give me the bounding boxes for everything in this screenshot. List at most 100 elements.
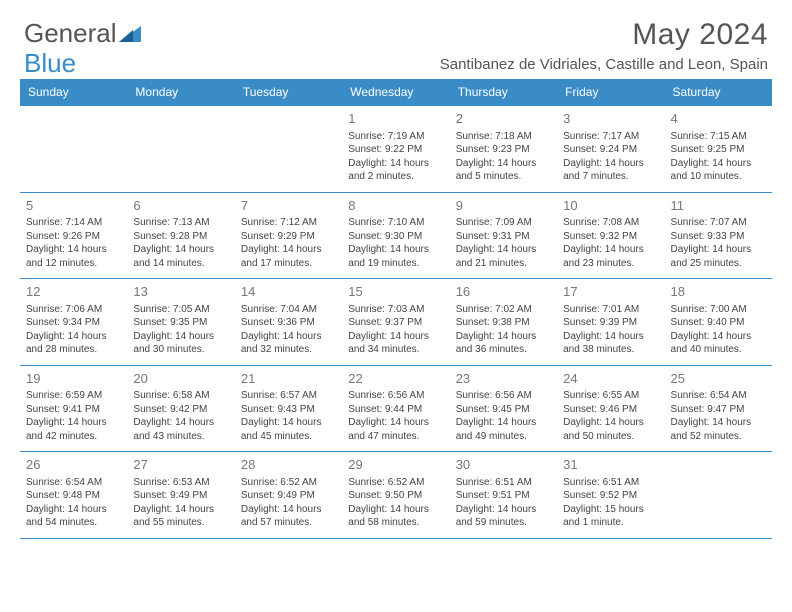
day-info-line: and 23 minutes. (563, 257, 658, 271)
calendar-cell: 5Sunrise: 7:14 AMSunset: 9:26 PMDaylight… (20, 192, 127, 279)
day-info-line: Daylight: 14 hours (26, 330, 121, 344)
day-info-line: Daylight: 14 hours (456, 243, 551, 257)
day-info-line: Sunset: 9:44 PM (348, 403, 443, 417)
day-info-line: Daylight: 15 hours (563, 503, 658, 517)
day-info-line: Sunset: 9:29 PM (241, 230, 336, 244)
day-info-line: and 21 minutes. (456, 257, 551, 271)
day-info-line: and 42 minutes. (26, 430, 121, 444)
day-info-line: Sunset: 9:45 PM (456, 403, 551, 417)
day-info-line: Sunset: 9:51 PM (456, 489, 551, 503)
day-number: 6 (133, 197, 228, 215)
day-info: Sunrise: 7:13 AMSunset: 9:28 PMDaylight:… (133, 216, 228, 270)
day-info-line: and 52 minutes. (671, 430, 766, 444)
day-info-line: Sunset: 9:48 PM (26, 489, 121, 503)
day-info: Sunrise: 7:07 AMSunset: 9:33 PMDaylight:… (671, 216, 766, 270)
calendar-cell: 21Sunrise: 6:57 AMSunset: 9:43 PMDayligh… (235, 365, 342, 452)
day-number: 16 (456, 283, 551, 301)
calendar-cell: 17Sunrise: 7:01 AMSunset: 9:39 PMDayligh… (557, 279, 664, 366)
day-info-line: Sunrise: 6:51 AM (563, 476, 658, 490)
day-info-line: Sunset: 9:25 PM (671, 143, 766, 157)
day-info-line: and 36 minutes. (456, 343, 551, 357)
logo-text-general: General (24, 18, 117, 49)
day-number: 3 (563, 110, 658, 128)
day-info: Sunrise: 7:19 AMSunset: 9:22 PMDaylight:… (348, 130, 443, 184)
day-info: Sunrise: 6:51 AMSunset: 9:51 PMDaylight:… (456, 476, 551, 530)
calendar-row: 19Sunrise: 6:59 AMSunset: 9:41 PMDayligh… (20, 365, 772, 452)
day-number: 20 (133, 370, 228, 388)
day-info: Sunrise: 6:52 AMSunset: 9:49 PMDaylight:… (241, 476, 336, 530)
day-number: 29 (348, 456, 443, 474)
calendar-cell: 30 Sunrise: 6:51 AMSunset: 9:51 PMDayligh… (450, 452, 557, 539)
day-number: 9 (456, 197, 551, 215)
calendar-cell (665, 452, 772, 539)
day-info-line: Sunset: 9:52 PM (563, 489, 658, 503)
day-info: Sunrise: 6:58 AMSunset: 9:42 PMDaylight:… (133, 389, 228, 443)
day-info-line: Sunrise: 7:07 AM (671, 216, 766, 230)
day-info: Sunrise: 6:51 AMSunset: 9:52 PMDaylight:… (563, 476, 658, 530)
day-number: 14 (241, 283, 336, 301)
calendar-cell: 31Sunrise: 6:51 AMSunset: 9:52 PMDayligh… (557, 452, 664, 539)
day-info-line: Daylight: 14 hours (26, 503, 121, 517)
title-block: May 2024 Santibanez de Vidriales, Castil… (440, 18, 768, 73)
day-info-line: Sunrise: 7:04 AM (241, 303, 336, 317)
day-info-line: and 32 minutes. (241, 343, 336, 357)
day-info-line: and 19 minutes. (348, 257, 443, 271)
calendar-cell: 28Sunrise: 6:52 AMSunset: 9:49 PMDayligh… (235, 452, 342, 539)
day-info-line: and 59 minutes. (456, 516, 551, 530)
day-info-line: Daylight: 14 hours (348, 503, 443, 517)
day-info-line: Sunrise: 7:00 AM (671, 303, 766, 317)
day-info-line: Sunrise: 6:56 AM (456, 389, 551, 403)
day-number: 5 (26, 197, 121, 215)
day-info-line: Sunset: 9:32 PM (563, 230, 658, 244)
day-number: 11 (671, 197, 766, 215)
day-info-line: and 17 minutes. (241, 257, 336, 271)
calendar-cell: 7Sunrise: 7:12 AMSunset: 9:29 PMDaylight… (235, 192, 342, 279)
day-info-line: and 54 minutes. (26, 516, 121, 530)
calendar-cell (127, 106, 234, 193)
location-text: Santibanez de Vidriales, Castille and Le… (440, 56, 768, 73)
day-info-line: Daylight: 14 hours (241, 503, 336, 517)
day-info-line: Sunrise: 6:52 AM (241, 476, 336, 490)
calendar-cell: 1 Sunrise: 7:19 AMSunset: 9:22 PMDaylight… (342, 106, 449, 193)
day-info-line: Daylight: 14 hours (26, 243, 121, 257)
calendar-wrap: SundayMondayTuesdayWednesdayThursdayFrid… (0, 79, 792, 549)
day-info-line: Sunrise: 7:13 AM (133, 216, 228, 230)
day-info-line: and 47 minutes. (348, 430, 443, 444)
day-info-line: and 55 minutes. (133, 516, 228, 530)
calendar-cell: 26Sunrise: 6:54 AMSunset: 9:48 PMDayligh… (20, 452, 127, 539)
day-number: 12 (26, 283, 121, 301)
day-info-line: and 34 minutes. (348, 343, 443, 357)
day-number: 30 (456, 456, 551, 474)
day-number: 23 (456, 370, 551, 388)
calendar-cell: 4Sunrise: 7:15 AMSunset: 9:25 PMDaylight… (665, 106, 772, 193)
day-info: Sunrise: 6:57 AMSunset: 9:43 PMDaylight:… (241, 389, 336, 443)
day-number: 1 (348, 110, 443, 128)
day-info-line: Sunrise: 7:06 AM (26, 303, 121, 317)
calendar-cell: 20Sunrise: 6:58 AMSunset: 9:42 PMDayligh… (127, 365, 234, 452)
day-info: Sunrise: 7:17 AMSunset: 9:24 PMDaylight:… (563, 130, 658, 184)
day-info-line: Sunset: 9:31 PM (456, 230, 551, 244)
day-info: Sunrise: 6:52 AMSunset: 9:50 PMDaylight:… (348, 476, 443, 530)
day-info: Sunrise: 7:00 AMSunset: 9:40 PMDaylight:… (671, 303, 766, 357)
day-info-line: Daylight: 14 hours (671, 330, 766, 344)
calendar-cell: 3 Sunrise: 7:17 AMSunset: 9:24 PMDaylight… (557, 106, 664, 193)
day-info-line: Sunrise: 7:01 AM (563, 303, 658, 317)
day-info-line: Sunset: 9:50 PM (348, 489, 443, 503)
day-header: Friday (557, 79, 664, 106)
logo-text-blue: Blue (24, 48, 76, 79)
day-info-line: and 2 minutes. (348, 170, 443, 184)
day-info-line: and 25 minutes. (671, 257, 766, 271)
day-number: 8 (348, 197, 443, 215)
day-header: Saturday (665, 79, 772, 106)
day-info-line: Daylight: 14 hours (563, 243, 658, 257)
day-info-line: Sunset: 9:23 PM (456, 143, 551, 157)
day-info-line: Sunrise: 6:54 AM (26, 476, 121, 490)
logo-triangle-icon (119, 18, 141, 49)
calendar-cell: 25Sunrise: 6:54 AMSunset: 9:47 PMDayligh… (665, 365, 772, 452)
day-info-line: Daylight: 14 hours (456, 157, 551, 171)
day-info: Sunrise: 7:06 AMSunset: 9:34 PMDaylight:… (26, 303, 121, 357)
day-info-line: Sunset: 9:40 PM (671, 316, 766, 330)
calendar-table: SundayMondayTuesdayWednesdayThursdayFrid… (20, 79, 772, 539)
day-info-line: Sunrise: 7:12 AM (241, 216, 336, 230)
calendar-cell: 29 Sunrise: 6:52 AMSunset: 9:50 PMDayligh… (342, 452, 449, 539)
